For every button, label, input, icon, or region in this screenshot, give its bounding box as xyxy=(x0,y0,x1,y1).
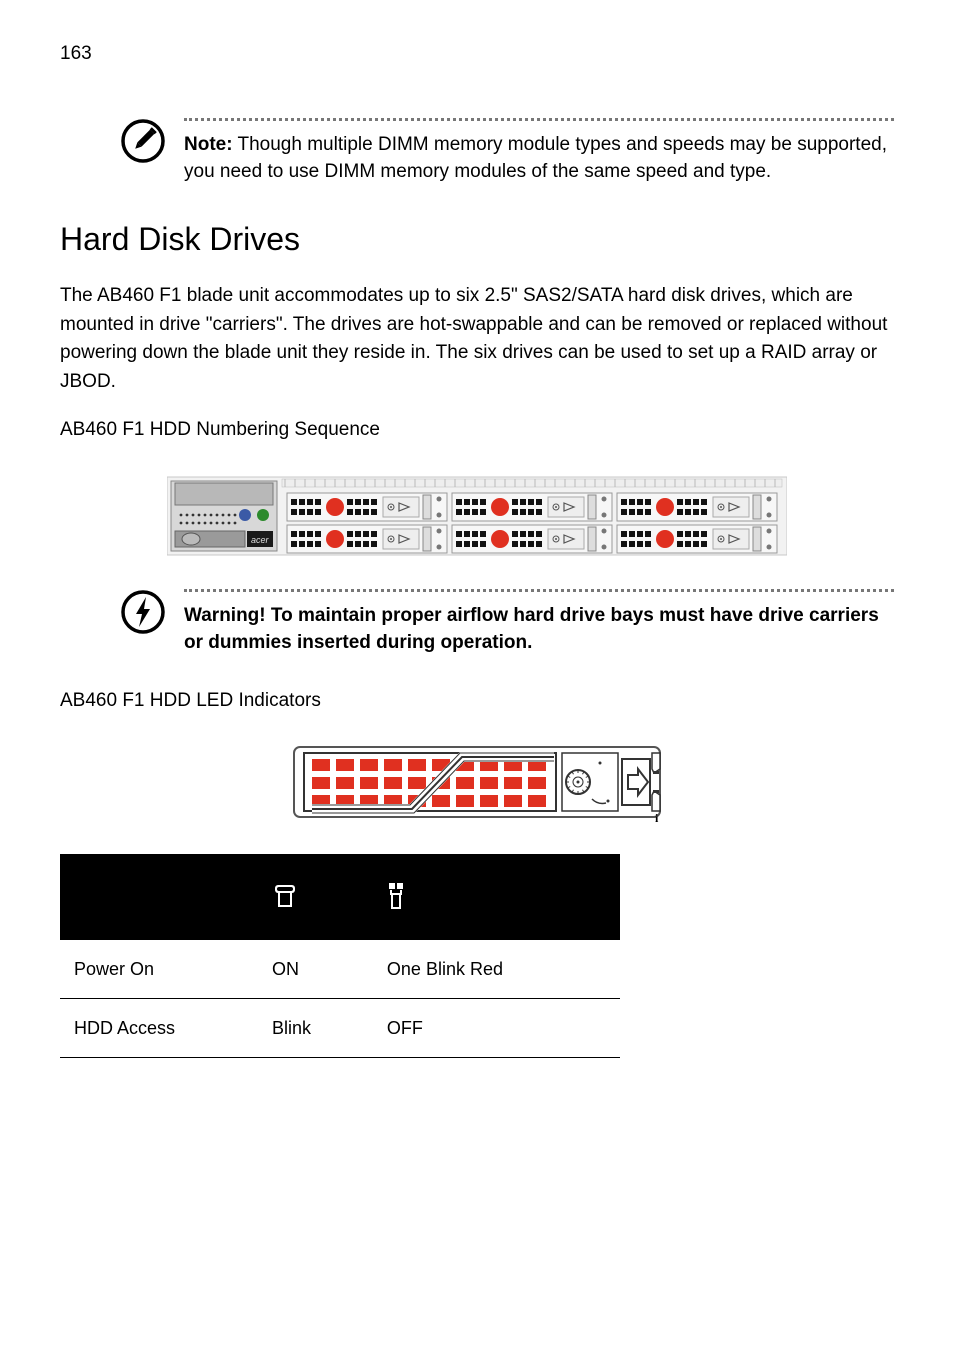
table-header-green-led-icon xyxy=(258,854,373,940)
table-header-red-led-icon xyxy=(373,854,620,940)
warning-label: Warning! xyxy=(184,605,266,626)
cell-red: One Blink Red xyxy=(373,940,620,999)
note-pencil-icon xyxy=(120,118,166,164)
page-number: 163 xyxy=(60,40,894,68)
section-title: Hard Disk Drives xyxy=(60,216,894,262)
note-label: Note: xyxy=(184,134,233,155)
svg-text:acer: acer xyxy=(251,535,270,545)
warning-callout: Warning! To maintain proper airflow hard… xyxy=(120,589,894,657)
cell-state: Power On xyxy=(60,940,258,999)
warning-body-text: To maintain proper airflow hard drive ba… xyxy=(184,605,879,654)
hdd-carrier-figure: i xyxy=(292,739,662,824)
warning-text: Warning! To maintain proper airflow hard… xyxy=(184,602,894,657)
cell-state: HDD Access xyxy=(60,999,258,1058)
warning-dashed-rule xyxy=(184,589,894,592)
cell-green: ON xyxy=(258,940,373,999)
table-header-blank xyxy=(60,854,258,940)
warning-bolt-icon xyxy=(120,589,166,635)
note-dashed-rule xyxy=(184,118,894,121)
note-callout: Note: Though multiple DIMM memory module… xyxy=(120,118,894,186)
intro-paragraph: The AB460 F1 blade unit accommodates up … xyxy=(60,282,894,396)
cell-red: OFF xyxy=(373,999,620,1058)
table-row: HDD Access Blink OFF xyxy=(60,999,620,1058)
blade-front-figure: acer xyxy=(167,469,787,564)
led-heading: AB460 F1 HDD LED Indicators xyxy=(60,687,894,715)
cell-green: Blink xyxy=(258,999,373,1058)
note-text: Note: Though multiple DIMM memory module… xyxy=(184,131,894,186)
note-body-text: Though multiple DIMM memory module types… xyxy=(184,134,887,183)
led-indicator-table: Power On ON One Blink Red HDD Access Bli… xyxy=(60,854,620,1058)
table-row: Power On ON One Blink Red xyxy=(60,940,620,999)
numbering-heading: AB460 F1 HDD Numbering Sequence xyxy=(60,416,894,444)
